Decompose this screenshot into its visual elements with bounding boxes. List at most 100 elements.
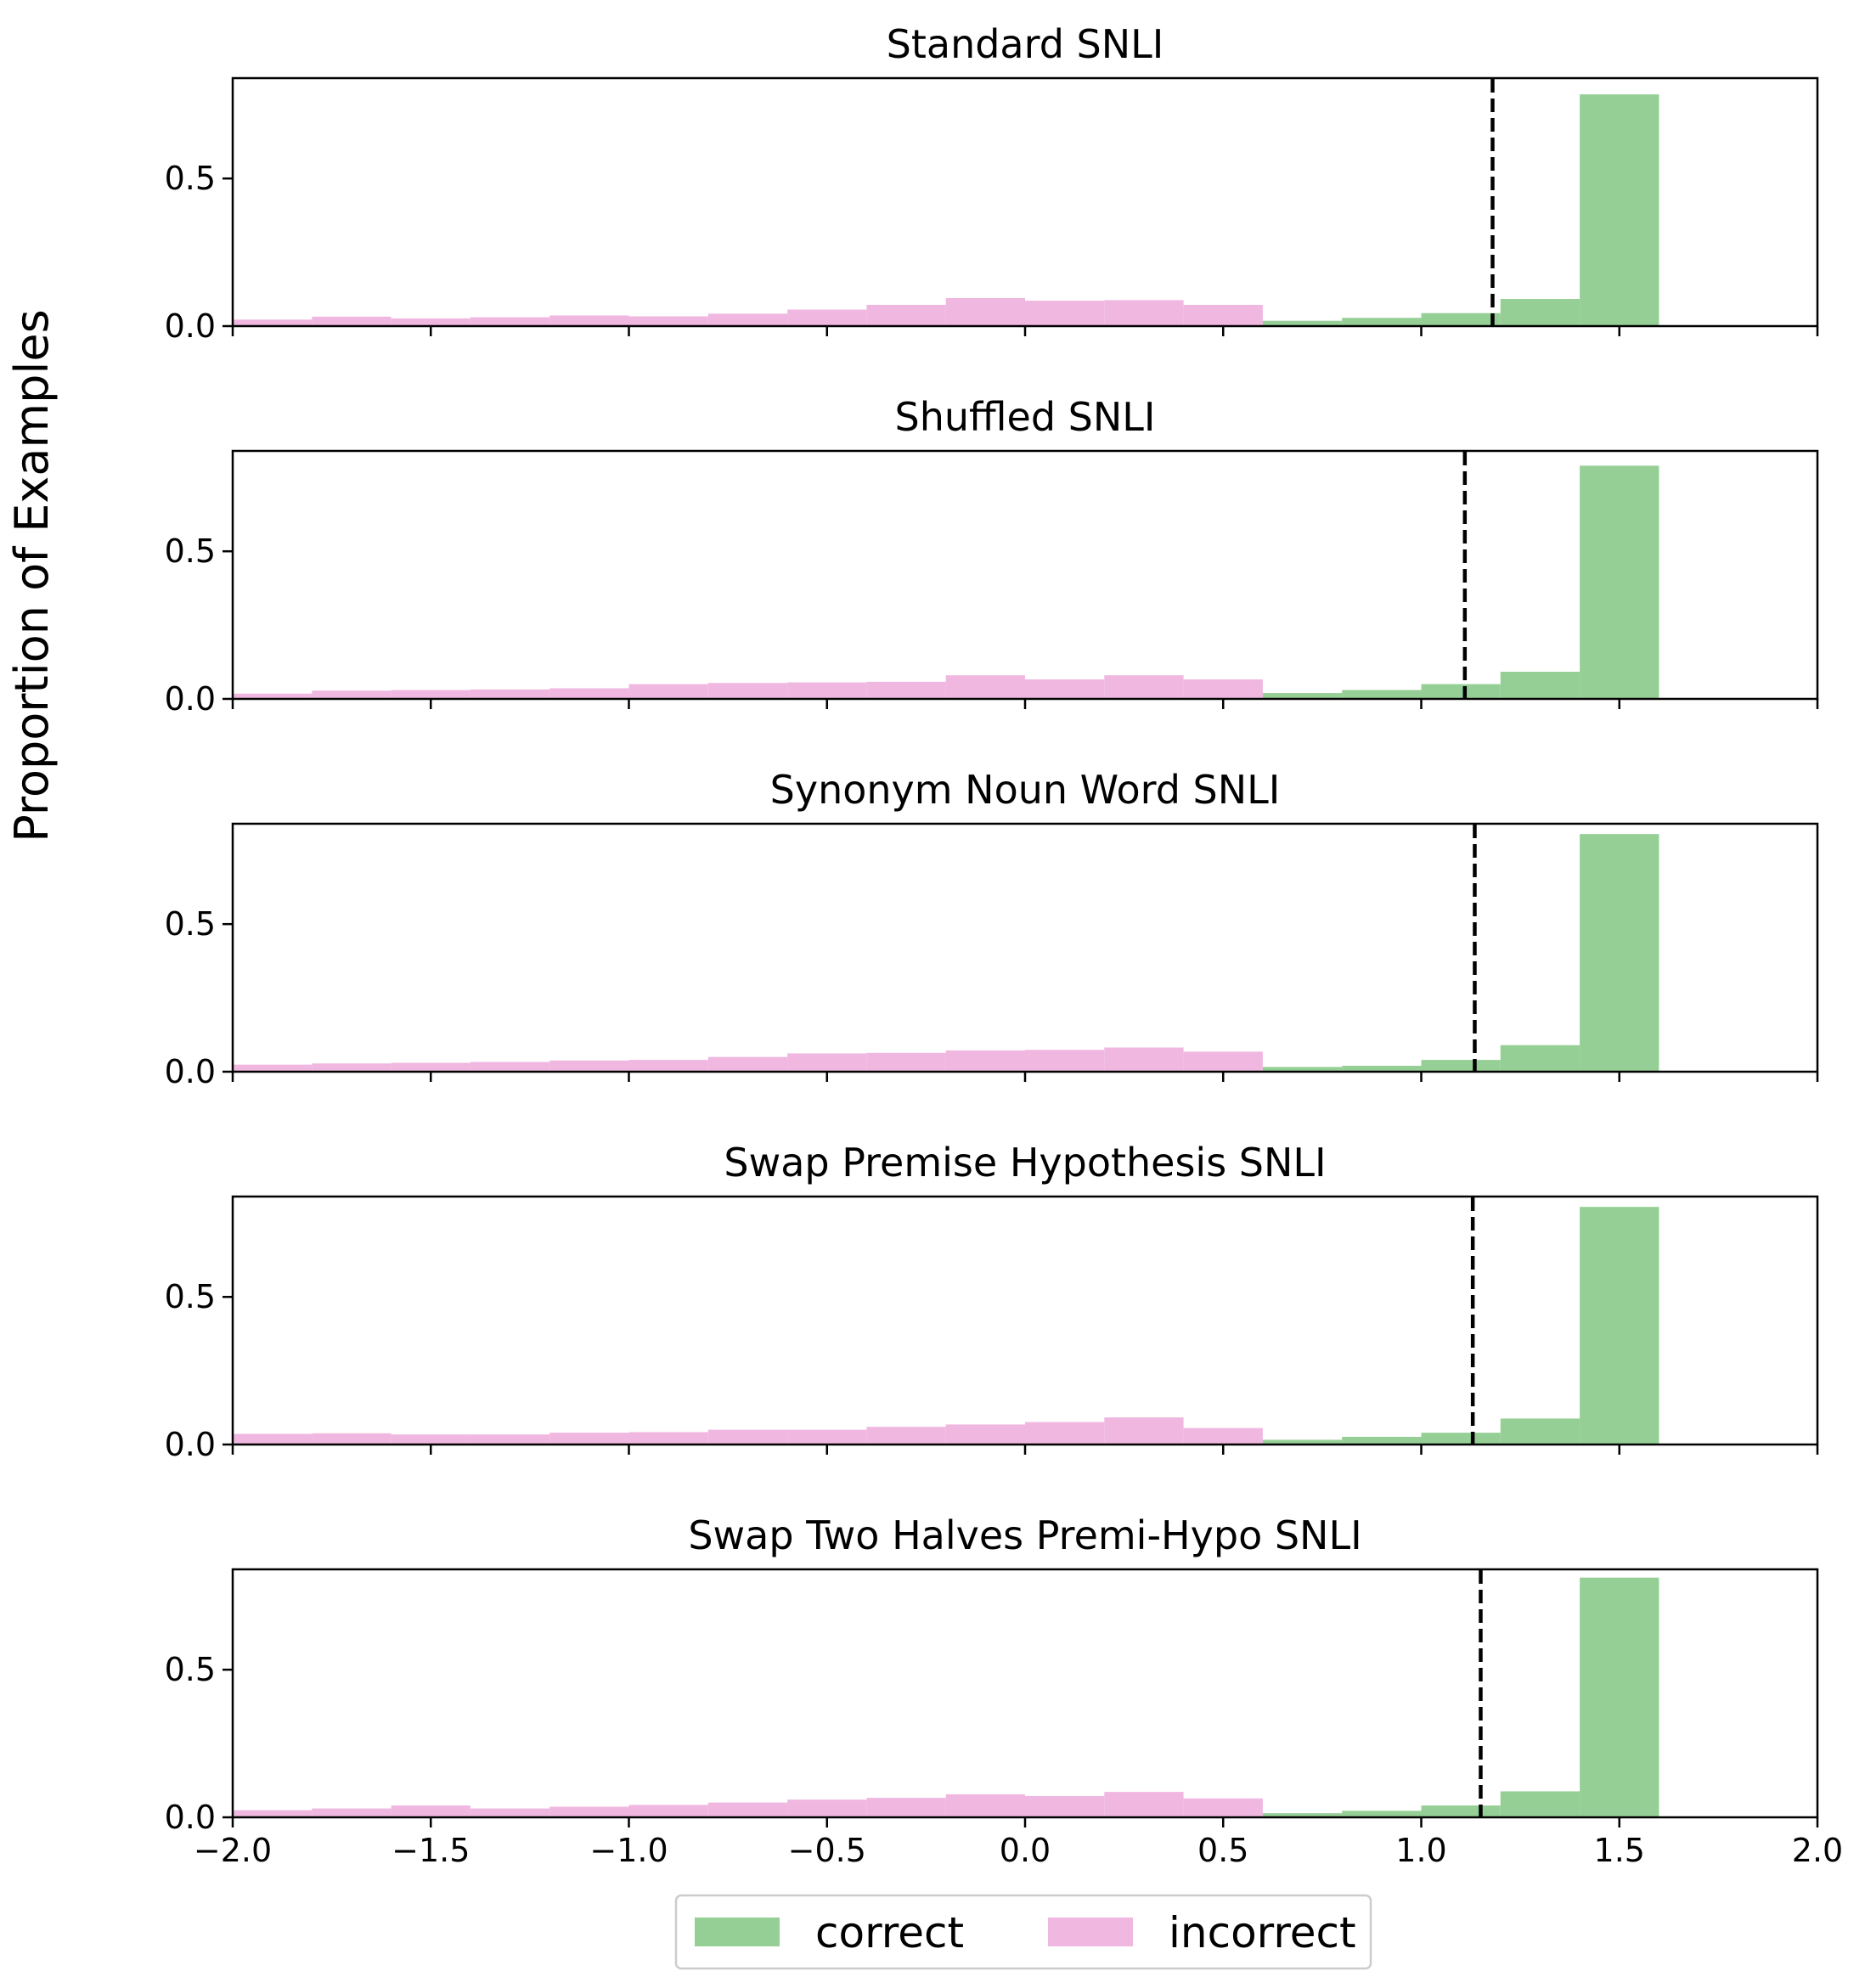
- incorrect-bar: [945, 1424, 1025, 1445]
- correct-bar: [1500, 1045, 1580, 1072]
- incorrect-bar: [866, 1052, 946, 1072]
- correct-bar: [1262, 1067, 1343, 1072]
- y-tick-label: 0.5: [165, 532, 216, 570]
- legend-box: [674, 1894, 1372, 1970]
- panel-4: Swap Premise Hypothesis SNLI 0.0 0.5: [165, 1140, 1819, 1463]
- incorrect-bar: [1025, 1795, 1105, 1817]
- incorrect-bar: [391, 1434, 470, 1445]
- incorrect-bar: [787, 1429, 867, 1445]
- panel-title: Swap Premise Hypothesis SNLI: [724, 1140, 1326, 1185]
- correct-bar: [1421, 1060, 1501, 1072]
- incorrect-bar: [549, 1806, 629, 1817]
- incorrect-bar: [1183, 1428, 1263, 1445]
- legend-label-correct: correct: [815, 1908, 964, 1957]
- legend-swatch-correct: [695, 1918, 780, 1946]
- incorrect-bar: [549, 1060, 629, 1072]
- incorrect-bar: [1104, 1047, 1184, 1072]
- correct-bar: [1262, 693, 1343, 699]
- incorrect-bar: [470, 1434, 550, 1445]
- legend-label-incorrect: incorrect: [1169, 1908, 1356, 1957]
- correct-bar: [1262, 1813, 1343, 1817]
- incorrect-bar: [1104, 1417, 1184, 1445]
- incorrect-bar: [866, 1427, 946, 1445]
- incorrect-bar: [707, 1802, 788, 1817]
- incorrect-bar: [1183, 679, 1263, 699]
- incorrect-bar: [628, 1060, 708, 1072]
- incorrect-bar: [1183, 1051, 1263, 1072]
- incorrect-bar: [628, 1805, 708, 1817]
- x-tick-label: −1.5: [392, 1832, 470, 1869]
- incorrect-bar: [549, 315, 629, 326]
- correct-bar: [1580, 1207, 1659, 1445]
- x-tick-label: 0.5: [1197, 1832, 1248, 1869]
- correct-bar: [1500, 1418, 1580, 1445]
- correct-bar: [1421, 1805, 1501, 1817]
- incorrect-bar: [391, 690, 470, 699]
- incorrect-bar: [787, 1053, 867, 1072]
- panel-5: Swap Two Halves Premi-Hypo SNLI 0.0 0.5 −2.…: [165, 1512, 1844, 1869]
- incorrect-bar: [233, 1810, 313, 1817]
- incorrect-bar: [549, 688, 629, 699]
- correct-bar: [1580, 834, 1659, 1072]
- incorrect-bar: [787, 1799, 867, 1817]
- incorrect-bar: [312, 316, 392, 326]
- correct-bar: [1421, 684, 1501, 699]
- incorrect-bar: [707, 683, 788, 699]
- y-tick-label: 0.5: [165, 160, 216, 197]
- incorrect-bar: [1025, 301, 1105, 326]
- x-tick-label: −0.5: [788, 1832, 866, 1869]
- legend-swatch-incorrect: [1048, 1918, 1133, 1946]
- x-tick-label: −2.0: [194, 1832, 272, 1869]
- incorrect-bar: [312, 1063, 392, 1072]
- panel-title: Standard SNLI: [887, 21, 1164, 67]
- legend: correct incorrect: [674, 1894, 1372, 1970]
- x-tick-label: −1.0: [589, 1832, 668, 1869]
- incorrect-bar: [391, 1062, 470, 1072]
- incorrect-bar: [1183, 1798, 1263, 1817]
- y-tick-label: 0.5: [165, 905, 216, 943]
- incorrect-bar: [866, 681, 946, 699]
- incorrect-bar: [945, 1794, 1025, 1817]
- incorrect-bar: [233, 1433, 313, 1445]
- correct-bar: [1342, 318, 1422, 326]
- incorrect-bar: [945, 1050, 1025, 1072]
- incorrect-bar: [312, 1433, 392, 1445]
- correct-bar: [1342, 690, 1422, 699]
- y-axis-label: Proportion of Examples: [5, 309, 59, 842]
- y-tick-label: 0.0: [165, 680, 216, 718]
- correct-bar: [1580, 94, 1659, 326]
- correct-bar: [1421, 313, 1501, 326]
- panel-1: Standard SNLI 0.0 0.5: [165, 21, 1819, 345]
- correct-bar: [1500, 1791, 1580, 1817]
- correct-bar: [1342, 1066, 1422, 1072]
- incorrect-bar: [470, 317, 550, 326]
- incorrect-bar: [787, 682, 867, 699]
- incorrect-bar: [391, 318, 470, 326]
- y-tick-label: 0.5: [165, 1278, 216, 1315]
- incorrect-bar: [945, 297, 1025, 326]
- incorrect-bar: [312, 1808, 392, 1817]
- incorrect-bar: [1025, 679, 1105, 699]
- correct-bar: [1342, 1811, 1422, 1817]
- y-tick-label: 0.0: [165, 307, 216, 345]
- x-tick-label: 1.0: [1395, 1832, 1446, 1869]
- x-tick-label: 0.0: [1000, 1832, 1051, 1869]
- incorrect-bar: [866, 1798, 946, 1817]
- incorrect-bar: [1104, 300, 1184, 326]
- panel-title: Synonym Noun Word SNLI: [770, 767, 1281, 813]
- incorrect-bar: [470, 1808, 550, 1817]
- correct-bar: [1500, 672, 1580, 699]
- incorrect-bar: [233, 1064, 313, 1072]
- correct-bar: [1580, 465, 1659, 699]
- incorrect-bar: [866, 304, 946, 326]
- incorrect-bar: [1025, 1050, 1105, 1072]
- x-tick-label: 2.0: [1792, 1832, 1843, 1869]
- panel-title: Shuffled SNLI: [895, 394, 1156, 440]
- incorrect-bar: [470, 689, 550, 699]
- correct-bar: [1580, 1577, 1659, 1817]
- panel-title: Swap Two Halves Premi-Hypo SNLI: [688, 1512, 1361, 1558]
- incorrect-bar: [549, 1433, 629, 1445]
- correct-bar: [1262, 1439, 1343, 1445]
